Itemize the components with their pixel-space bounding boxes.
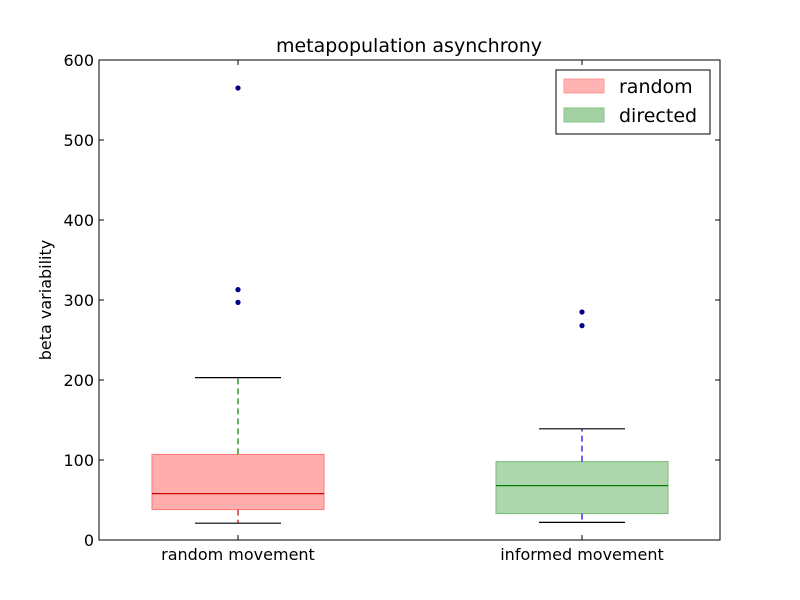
legend-label-random: random <box>619 76 693 98</box>
y-tick-label: 500 <box>63 131 94 150</box>
box-informed-movement-outlier <box>579 309 585 315</box>
chart-title: metapopulation asynchrony <box>276 35 542 57</box>
box-informed-movement <box>495 461 669 515</box>
y-tick-label: 0 <box>84 531 94 550</box>
box-informed-movement-outlier <box>579 323 585 329</box>
y-tick-label: 300 <box>63 291 94 310</box>
y-tick-label: 400 <box>63 211 94 230</box>
x-tick-label: random movement <box>161 545 315 564</box>
legend-label-directed: directed <box>619 105 697 127</box>
y-axis-label: beta variability <box>36 240 55 361</box>
y-tick-label: 600 <box>63 51 94 70</box>
legend-swatch-random <box>563 78 605 94</box>
y-tick-label: 200 <box>63 371 94 390</box>
box-random-movement <box>151 453 325 511</box>
y-tick-label: 100 <box>63 451 94 470</box>
x-tick-label: informed movement <box>500 545 664 564</box>
box-random-movement-outlier <box>235 299 241 305</box>
box-random-movement-outlier <box>235 287 241 293</box>
plot-area: 0 100 200 300 400 500 600 random movement inform… <box>63 51 721 564</box>
legend-swatch-directed <box>563 107 605 123</box>
box-random-movement-outlier <box>235 85 241 91</box>
